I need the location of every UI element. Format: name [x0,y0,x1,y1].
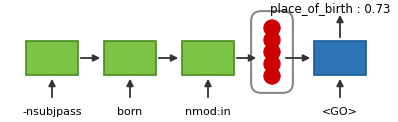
Text: <GO>: <GO> [322,107,358,117]
FancyBboxPatch shape [314,41,366,75]
Text: nmod:in: nmod:in [185,107,231,117]
Text: born: born [117,107,142,117]
FancyBboxPatch shape [251,11,293,93]
FancyBboxPatch shape [104,41,156,75]
Circle shape [264,20,280,36]
Circle shape [264,44,280,60]
FancyBboxPatch shape [26,41,78,75]
Circle shape [264,68,280,84]
FancyBboxPatch shape [182,41,234,75]
Circle shape [264,56,280,72]
Text: -nsubjpass: -nsubjpass [22,107,82,117]
Text: place_of_birth : 0.73: place_of_birth : 0.73 [270,4,390,16]
Circle shape [264,32,280,48]
